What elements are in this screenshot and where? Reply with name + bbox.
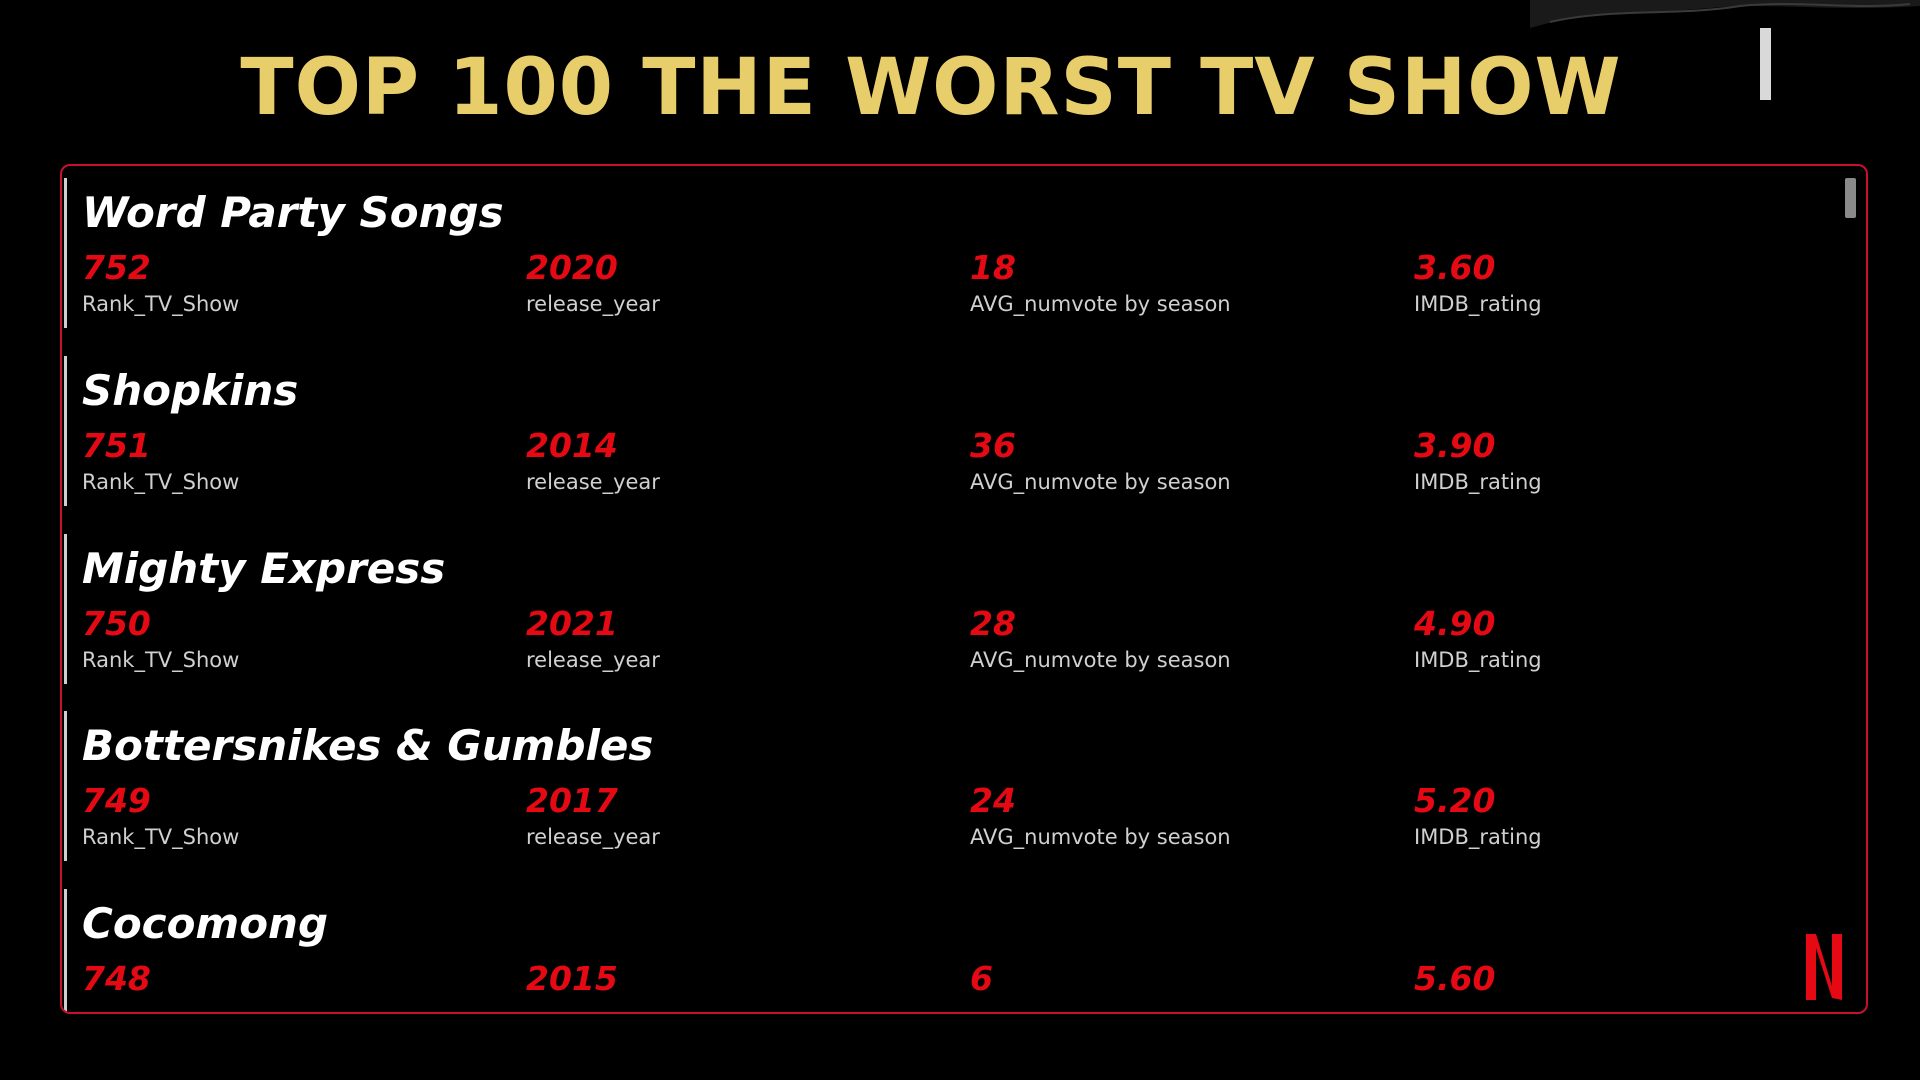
year-label: release_year [526,648,660,672]
show-name: Cocomong [82,899,329,948]
rating-metric: 3.90 IMDB_rating [1414,426,1842,496]
rank-value: 749 [82,781,151,820]
list-item: Cocomong 748 2015 6 5.60 [64,889,1814,1012]
rank-metric: 751 Rank_TV_Show [82,426,522,496]
votes-value: 28 [970,604,1016,643]
votes-metric: 18 AVG_numvote by season [970,248,1410,318]
rank-metric: 749 Rank_TV_Show [82,781,522,851]
show-name: Shopkins [82,366,299,415]
rating-value: 5.60 [1414,959,1496,998]
votes-metric: 6 [970,959,1410,999]
votes-value: 18 [970,248,1016,287]
votes-label: AVG_numvote by season [970,292,1231,316]
rating-label: IMDB_rating [1414,825,1542,849]
year-label: release_year [526,825,660,849]
show-name: Word Party Songs [82,188,504,237]
show-name: Bottersnikes & Gumbles [82,721,654,770]
votes-label: AVG_numvote by season [970,470,1231,494]
rating-label: IMDB_rating [1414,470,1542,494]
rank-value: 748 [82,959,151,998]
netflix-logo-icon [1806,934,1842,1000]
page-title: TOP 100 THE WORST TV SHOW [240,43,1622,133]
year-metric: 2017 release_year [526,781,966,851]
show-name: Mighty Express [82,544,446,593]
votes-label: AVG_numvote by season [970,648,1231,672]
list-item: Shopkins 751 Rank_TV_Show 2014 release_y… [64,356,1814,506]
scrollbar[interactable] [1845,178,1856,218]
rank-value: 750 [82,604,151,643]
year-label: release_year [526,470,660,494]
year-value: 2015 [526,959,618,998]
year-value: 2017 [526,781,618,820]
votes-value: 24 [970,781,1016,820]
rating-value: 5.20 [1414,781,1496,820]
rank-metric: 750 Rank_TV_Show [82,604,522,674]
rating-value: 3.90 [1414,426,1496,465]
rating-label: IMDB_rating [1414,648,1542,672]
year-value: 2021 [526,604,618,643]
header-bar-decoration [1760,28,1771,100]
rating-metric: 4.90 IMDB_rating [1414,604,1842,674]
rating-metric: 3.60 IMDB_rating [1414,248,1842,318]
votes-value: 6 [970,959,993,998]
rating-value: 3.60 [1414,248,1496,287]
list-item: Word Party Songs 752 Rank_TV_Show 2020 r… [64,178,1814,328]
rank-label: Rank_TV_Show [82,825,240,849]
rank-metric: 748 [82,959,522,999]
year-metric: 2021 release_year [526,604,966,674]
rank-label: Rank_TV_Show [82,470,240,494]
rank-value: 751 [82,426,151,465]
corner-decoration [1530,0,1920,28]
year-label: release_year [526,292,660,316]
tv-show-card: Word Party Songs 752 Rank_TV_Show 2020 r… [60,164,1868,1014]
rank-metric: 752 Rank_TV_Show [82,248,522,318]
rating-label: IMDB_rating [1414,292,1542,316]
rating-value: 4.90 [1414,604,1496,643]
year-value: 2020 [526,248,618,287]
votes-metric: 36 AVG_numvote by season [970,426,1410,496]
year-metric: 2014 release_year [526,426,966,496]
votes-value: 36 [970,426,1016,465]
rank-label: Rank_TV_Show [82,292,240,316]
list-item: Mighty Express 750 Rank_TV_Show 2021 rel… [64,534,1814,684]
year-metric: 2015 [526,959,966,999]
year-metric: 2020 release_year [526,248,966,318]
rating-metric: 5.60 [1414,959,1842,999]
rank-value: 752 [82,248,151,287]
votes-metric: 28 AVG_numvote by season [970,604,1410,674]
votes-metric: 24 AVG_numvote by season [970,781,1410,851]
tv-show-list[interactable]: Word Party Songs 752 Rank_TV_Show 2020 r… [62,166,1842,1012]
year-value: 2014 [526,426,618,465]
list-item: Bottersnikes & Gumbles 749 Rank_TV_Show … [64,711,1814,861]
rank-label: Rank_TV_Show [82,648,240,672]
votes-label: AVG_numvote by season [970,825,1231,849]
rating-metric: 5.20 IMDB_rating [1414,781,1842,851]
